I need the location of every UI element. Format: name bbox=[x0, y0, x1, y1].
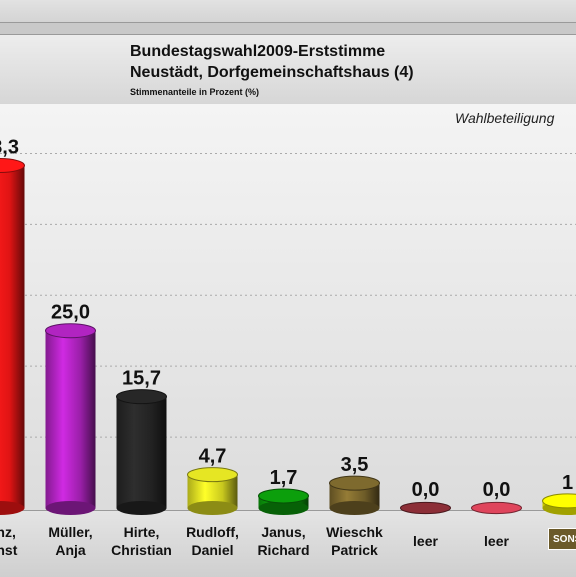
legend-label: SONS bbox=[553, 534, 576, 545]
bar-top bbox=[472, 502, 522, 513]
data-label: 15,7 bbox=[122, 368, 161, 390]
data-label: 3,5 bbox=[341, 454, 369, 476]
bar-7 bbox=[472, 502, 522, 513]
category-label: Janus,Richard bbox=[249, 523, 319, 559]
bar-4 bbox=[259, 489, 309, 515]
bar-base bbox=[330, 501, 380, 515]
bar-top bbox=[46, 324, 96, 338]
bar-top bbox=[330, 476, 380, 490]
bar-8 bbox=[543, 494, 576, 515]
bar-3 bbox=[188, 468, 238, 515]
bar-base bbox=[117, 501, 167, 515]
bar-top bbox=[117, 390, 167, 404]
category-label: ranz,Ernst bbox=[0, 523, 35, 559]
bar-6 bbox=[401, 502, 451, 513]
bar-top bbox=[401, 502, 451, 513]
category-label: leer bbox=[391, 532, 461, 550]
bar-body bbox=[46, 331, 96, 508]
category-label: Hirte,Christian bbox=[107, 523, 177, 559]
bar-1 bbox=[46, 324, 96, 515]
bar-base bbox=[46, 501, 96, 515]
bar-top bbox=[188, 468, 238, 482]
data-label: 25,0 bbox=[51, 302, 90, 324]
data-label: 0,0 bbox=[483, 479, 511, 501]
bar-body bbox=[117, 397, 167, 508]
category-label: leer bbox=[462, 532, 532, 550]
data-label: 48,3 bbox=[0, 137, 19, 159]
bar-body bbox=[0, 166, 25, 508]
data-label: 1 bbox=[562, 472, 573, 494]
bar-top bbox=[259, 489, 309, 503]
bar-0 bbox=[0, 159, 25, 515]
category-label: Müller,Anja bbox=[36, 523, 106, 559]
category-label: Rudloff,Daniel bbox=[178, 523, 248, 559]
bar-2 bbox=[117, 390, 167, 515]
bar-base bbox=[188, 501, 238, 515]
data-label: 1,7 bbox=[270, 467, 298, 489]
data-label: 4,7 bbox=[199, 446, 227, 468]
data-label: 0,0 bbox=[412, 479, 440, 501]
legend-sonstige: SONS bbox=[548, 528, 576, 550]
bar-5 bbox=[330, 476, 380, 515]
